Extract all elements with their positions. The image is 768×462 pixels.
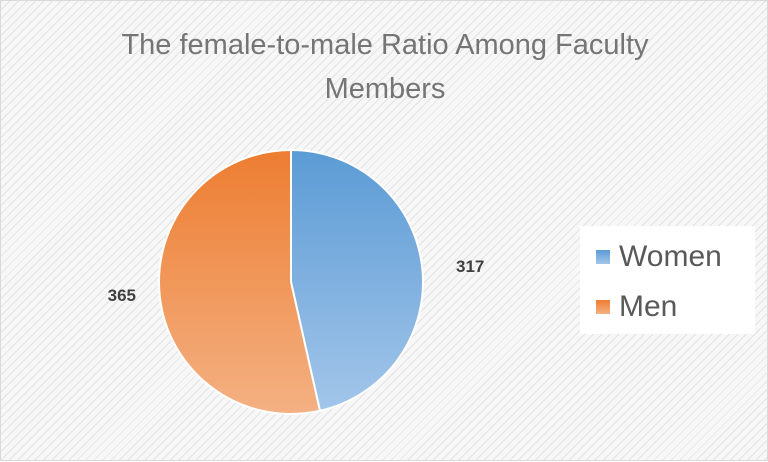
data-label-men: 365 [108,286,136,305]
chart-title: The female-to-male Ratio Among Faculty M… [121,29,649,105]
pie-slice-men [157,148,322,415]
legend: Women Men [580,226,755,334]
legend-label-men: Men [619,290,678,323]
legend-label-women: Women [619,240,722,273]
legend-item-women: Women [596,240,722,274]
legend-item-men: Men [596,290,677,324]
legend-swatch-men [596,300,610,314]
legend-swatch-women [596,250,610,264]
data-label-women: 317 [456,257,484,276]
pie-slice-women [290,148,424,412]
